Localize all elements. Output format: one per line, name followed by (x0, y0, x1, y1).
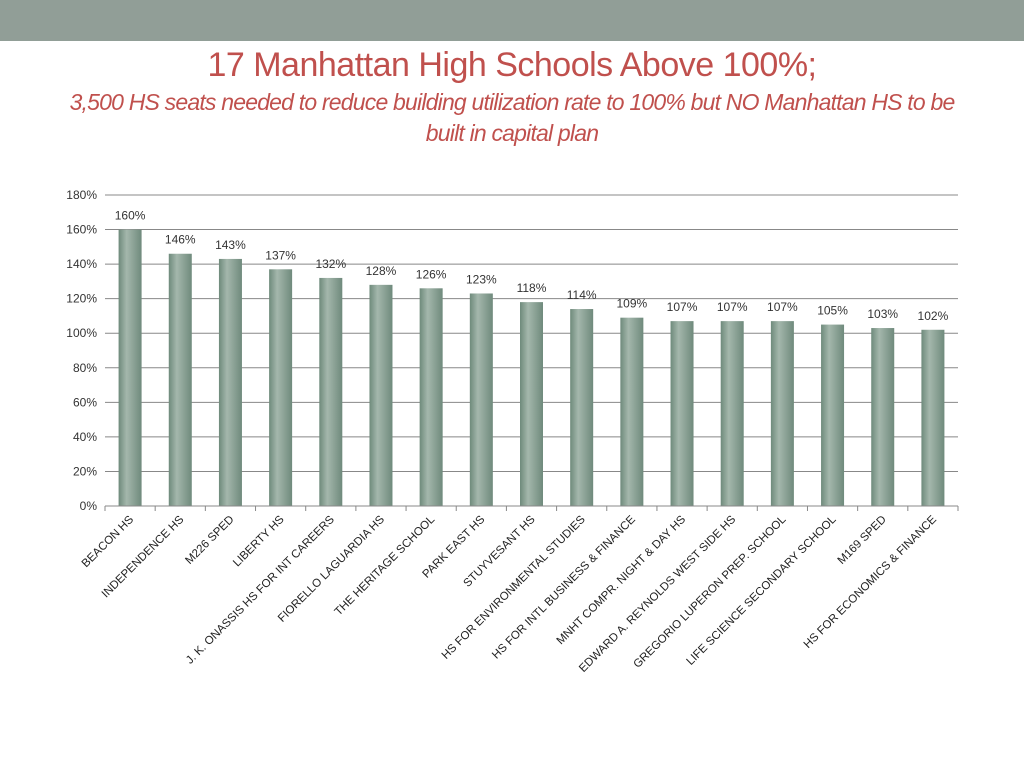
bar (821, 324, 845, 506)
data-label: 105% (817, 304, 848, 318)
bar (670, 321, 694, 506)
bar (469, 293, 493, 506)
y-tick-label: 160% (66, 223, 97, 237)
y-tick-label: 140% (66, 257, 97, 271)
y-axis-tick-labels: 0% 20% 40% 60% 80% 100% 120% 140% 160% 180% (66, 188, 97, 513)
slide-title: 17 Manhattan High Schools Above 100%; (207, 46, 817, 84)
data-label: 128% (366, 264, 397, 278)
title-block: 17 Manhattan High Schools Above 100%; 3,… (0, 41, 1024, 149)
bar (218, 258, 242, 506)
data-label: 160% (115, 209, 146, 223)
y-tick-label: 0% (80, 499, 98, 513)
category-label: M169 SPED (836, 514, 889, 567)
data-label: 109% (617, 297, 648, 311)
bar (871, 328, 895, 506)
bar (620, 317, 644, 506)
data-label: 137% (265, 248, 296, 262)
y-tick-label: 20% (73, 464, 97, 478)
data-label: 132% (315, 257, 346, 271)
bar (921, 329, 945, 506)
y-tick-label: 80% (73, 361, 97, 375)
bars (118, 229, 945, 507)
category-label: LIBERTY HS (231, 513, 287, 569)
bar (369, 284, 393, 506)
bar (520, 302, 543, 506)
data-labels: 160% 146% 143% 137% 132% 128% 126% 123% 118% 114%… (115, 209, 949, 323)
data-label: 126% (416, 267, 447, 281)
y-tick-label: 120% (66, 292, 97, 306)
y-tick-label: 60% (73, 395, 97, 409)
data-label: 107% (717, 300, 748, 314)
y-tick-label: 100% (66, 326, 97, 340)
slide-subtitle: 3,500 HS seats needed to reduce building… (69, 89, 956, 146)
data-label: 114% (567, 288, 597, 302)
category-label: M226 SPED (183, 514, 236, 567)
data-label: 102% (918, 309, 949, 323)
bar (570, 309, 594, 506)
y-tick-label: 180% (66, 188, 97, 202)
category-label: FIORELLO LAGUARDIA HS (276, 513, 387, 624)
bar (168, 253, 192, 506)
bar (118, 229, 142, 507)
data-label: 107% (767, 300, 798, 314)
x-axis (104, 505, 959, 511)
bar (269, 269, 293, 506)
data-label: 146% (165, 233, 196, 247)
bar (720, 321, 744, 506)
top-decorative-bar (0, 0, 1024, 41)
y-tick-label: 40% (73, 430, 97, 444)
category-label: INDEPENDENCE HS (100, 513, 187, 600)
data-label: 107% (667, 300, 698, 314)
category-label: THE HERITAGE SCHOOL (333, 513, 438, 618)
bar (419, 288, 443, 506)
data-label: 118% (517, 281, 547, 295)
data-label: 123% (466, 272, 497, 286)
bar (770, 321, 794, 506)
data-label: 103% (867, 307, 898, 321)
data-label: 143% (215, 238, 246, 252)
category-label: BEACON HS (80, 513, 137, 570)
bar (319, 277, 343, 506)
